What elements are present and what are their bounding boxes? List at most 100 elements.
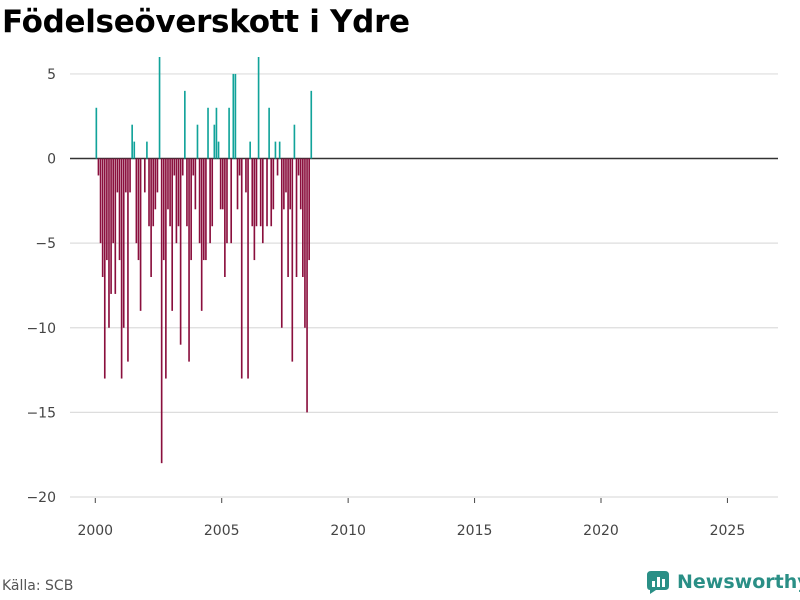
bar [232, 73, 235, 159]
bar [274, 141, 277, 159]
bar [283, 158, 285, 210]
bar [200, 158, 203, 311]
bar [217, 141, 220, 159]
bar [165, 158, 167, 379]
bar [167, 158, 169, 210]
bar [209, 158, 211, 244]
bar [270, 158, 273, 227]
bar [162, 158, 165, 261]
bar [171, 158, 174, 311]
bar [236, 158, 239, 210]
bar [188, 158, 190, 362]
y-tick-label: −5 [35, 236, 56, 252]
bar [240, 158, 243, 379]
x-tick-label: 2000 [77, 523, 113, 539]
bar [160, 158, 163, 464]
bar [101, 158, 104, 277]
bars [95, 57, 313, 464]
bar [154, 158, 157, 210]
bar [257, 57, 260, 159]
bar [251, 158, 254, 227]
bar [285, 158, 287, 193]
bar [202, 158, 205, 261]
bar [221, 158, 224, 210]
bar [238, 158, 241, 176]
bar [207, 107, 209, 159]
bar [99, 158, 102, 244]
bar [211, 158, 214, 227]
bar [291, 158, 294, 362]
bar [158, 57, 161, 159]
bar [261, 158, 264, 244]
bar [280, 158, 283, 328]
bar [272, 158, 275, 210]
bar [175, 158, 178, 244]
bar [152, 158, 155, 227]
bar [308, 158, 310, 261]
bar [192, 158, 195, 176]
bar [266, 158, 268, 227]
bar [289, 158, 292, 210]
brand-logo[interactable]: Newsworthy [645, 569, 800, 595]
bar [156, 158, 159, 193]
bar [194, 158, 197, 210]
y-tick-label: −15 [26, 405, 56, 421]
bar [143, 158, 146, 193]
bar [297, 158, 300, 176]
bar [198, 158, 201, 244]
x-tick-label: 2005 [204, 523, 240, 539]
bar [150, 158, 152, 277]
bar [224, 158, 226, 277]
bar [230, 158, 233, 244]
bar [103, 158, 106, 379]
y-tick-label: 5 [47, 67, 56, 83]
x-tick-label: 2020 [583, 523, 619, 539]
y-tick-label: 0 [47, 152, 56, 168]
bar [306, 158, 308, 413]
source-note: Källa: SCB [2, 578, 74, 594]
bar [110, 158, 112, 294]
bar [228, 107, 230, 159]
bar [268, 107, 270, 159]
brand-name: Newsworthy [677, 571, 800, 593]
bar [215, 107, 218, 159]
bar [196, 124, 199, 159]
bar [253, 158, 256, 261]
bar [116, 158, 119, 193]
bar [247, 158, 249, 379]
bar [114, 158, 117, 294]
x-tick-label: 2015 [457, 523, 493, 539]
y-tick-label: −20 [26, 490, 56, 506]
x-axis: 2000 2005 2010 2015 2020 2025 [77, 498, 745, 539]
bar [139, 158, 142, 311]
bar [226, 158, 228, 244]
bar [205, 158, 207, 261]
chart-title: Födelseöverskott i Ydre [2, 4, 410, 40]
bar [118, 158, 121, 261]
bar [190, 158, 192, 261]
bar [127, 158, 129, 362]
bar [108, 158, 110, 328]
bar [133, 141, 136, 159]
bar [169, 158, 171, 227]
bar [112, 158, 115, 244]
bar [255, 158, 258, 227]
bar [186, 158, 188, 227]
bar [179, 158, 182, 345]
y-tick-label: −10 [26, 321, 56, 337]
bar [295, 158, 298, 277]
bar [173, 158, 176, 176]
bar [304, 158, 306, 328]
bar [137, 158, 140, 261]
bar [245, 158, 247, 193]
bar [302, 158, 304, 277]
bar [184, 90, 186, 159]
x-tick-label: 2025 [710, 523, 746, 539]
bar [122, 158, 125, 328]
bar [278, 141, 281, 159]
bar [310, 90, 313, 159]
bar [125, 158, 127, 193]
bar [106, 158, 108, 261]
bar [131, 124, 133, 159]
